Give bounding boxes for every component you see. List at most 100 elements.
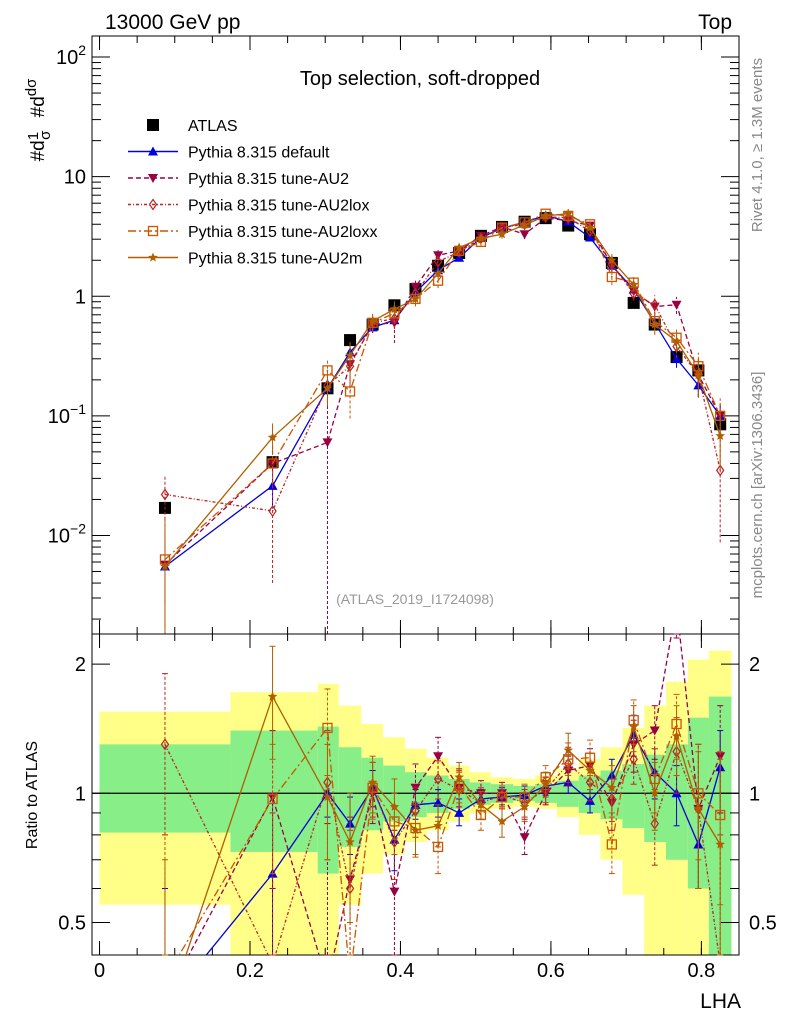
legend-label: Pythia 8.315 tune-AU2m [188,251,362,268]
main-y-tick-label: 10−1 [48,401,86,428]
ratio-point [367,777,378,787]
ratio-point [322,722,333,734]
ratio-point [585,765,595,775]
ratio-point [496,791,508,803]
ratio-point [628,721,639,731]
x-tick-label: 0.6 [537,960,565,982]
legend-label: Pythia 8.315 tune-AU2lox [188,198,369,215]
x-tick-label: 0.4 [387,960,415,982]
ratio-point [410,825,421,835]
legend-entry: ATLAS [147,118,238,135]
ratio-point [671,731,682,740]
main-point [671,300,682,310]
legend-marker [147,225,159,237]
main-series-4 [159,208,726,628]
ratio-plot-frame [91,633,740,956]
main-point [715,464,725,477]
x-axis-label: LHA [700,990,741,1013]
ratio-point [715,752,726,762]
ratio-point [497,816,507,826]
ratio-point [389,887,400,897]
main-series-5 [160,208,725,634]
ratio-point [454,783,464,796]
legend-label: Pythia 8.315 default [188,145,330,162]
svg-text:#d1σ #ddσ: #d1σ #ddσ [23,78,54,162]
legend-marker [148,198,158,211]
main-point [345,350,355,360]
main-point [389,304,400,314]
legend-marker [147,119,159,131]
ratio-y-tick-label: 1 [75,783,86,805]
ratio-y-tick-label: 2 [75,654,86,676]
main-point [410,293,421,303]
ratio-inner-band [622,764,645,829]
legend-label: ATLAS [188,118,238,135]
main-point [160,488,170,501]
main-point [715,430,725,440]
ratio-point [715,839,725,849]
main-point [433,268,443,278]
ratio-point [476,799,486,809]
source-label: mcplots.cern.ch [arXiv:1306.3436] [749,372,766,599]
main-point [563,208,573,218]
main-point [476,233,486,243]
ratio-point [650,788,660,798]
ratio-y-tick-label: 0.5 [58,912,86,934]
main-point [629,287,638,300]
main-point [585,222,595,232]
ratio-point [433,772,443,785]
main-y-tick-label: 102 [56,42,86,69]
ratio-point [389,801,400,811]
ratio-panel: 2 2 1 1 0.5 0.5 0 0.2 0.4 0.6 0.8 Ratio to ATLAS [24,633,777,982]
main-point [540,210,551,220]
ratio-point [322,792,333,802]
legend-entry: Pythia 8.315 tune-AU2 [128,171,349,188]
legend-entry: Pythia 8.315 default [128,145,330,162]
main-point [390,312,399,325]
ratio-point [693,803,704,813]
main-point [322,438,333,448]
main-point [519,230,530,240]
main-point [519,219,530,229]
main-point [267,432,278,442]
ratio-y-tick-label-right: 1 [749,783,760,805]
main-point [344,386,356,397]
legend: ATLAS Pythia 8.315 default Pythia 8.315 tu… [128,118,377,268]
ratio-series-line [164,744,720,955]
main-point [268,505,277,518]
ratio-inner-band [317,726,339,874]
main-point [160,561,170,571]
ratio-point [160,738,170,751]
main-point [650,298,659,311]
x-tick-label: 0 [94,960,105,982]
ratio-point [497,789,507,802]
main-point [344,334,357,347]
main-panel: 102 10 1 10−1 10−2 Top selection, soft-dropp… [23,35,740,635]
main-point [607,255,617,265]
chart-title: Top selection, soft-dropped [300,68,540,90]
legend-marker [148,146,158,156]
process-label: Top [698,11,732,34]
rivet-version-label: Rivet 4.1.0, ≥ 1.3M events [749,58,766,232]
ratio-point [563,745,573,755]
ratio-y-tick-label-right: 0.5 [749,912,777,934]
ratio-point [606,839,618,850]
main-point [649,302,660,312]
ratio-inner-band [230,730,318,852]
main-point [454,242,464,252]
ratio-point [540,779,551,789]
main-y-tick-label: 10−2 [48,520,86,547]
main-point [322,383,333,393]
ratio-y-tick-label-right: 2 [749,654,760,676]
ratio-point [433,820,443,830]
ratio-point [607,782,617,792]
main-y-tick-label: 1 [75,286,86,308]
legend-entry: Pythia 8.315 tune-AU2m [128,251,362,268]
ratio-point [267,793,278,805]
main-point [497,229,507,239]
analysis-id-label: (ATLAS_2019_I1724098) [336,591,494,607]
main-point [650,319,660,329]
ratio-y-axis-label: Ratio to ATLAS [24,741,41,849]
legend-entry: Pythia 8.315 tune-AU2loxx [128,224,377,241]
